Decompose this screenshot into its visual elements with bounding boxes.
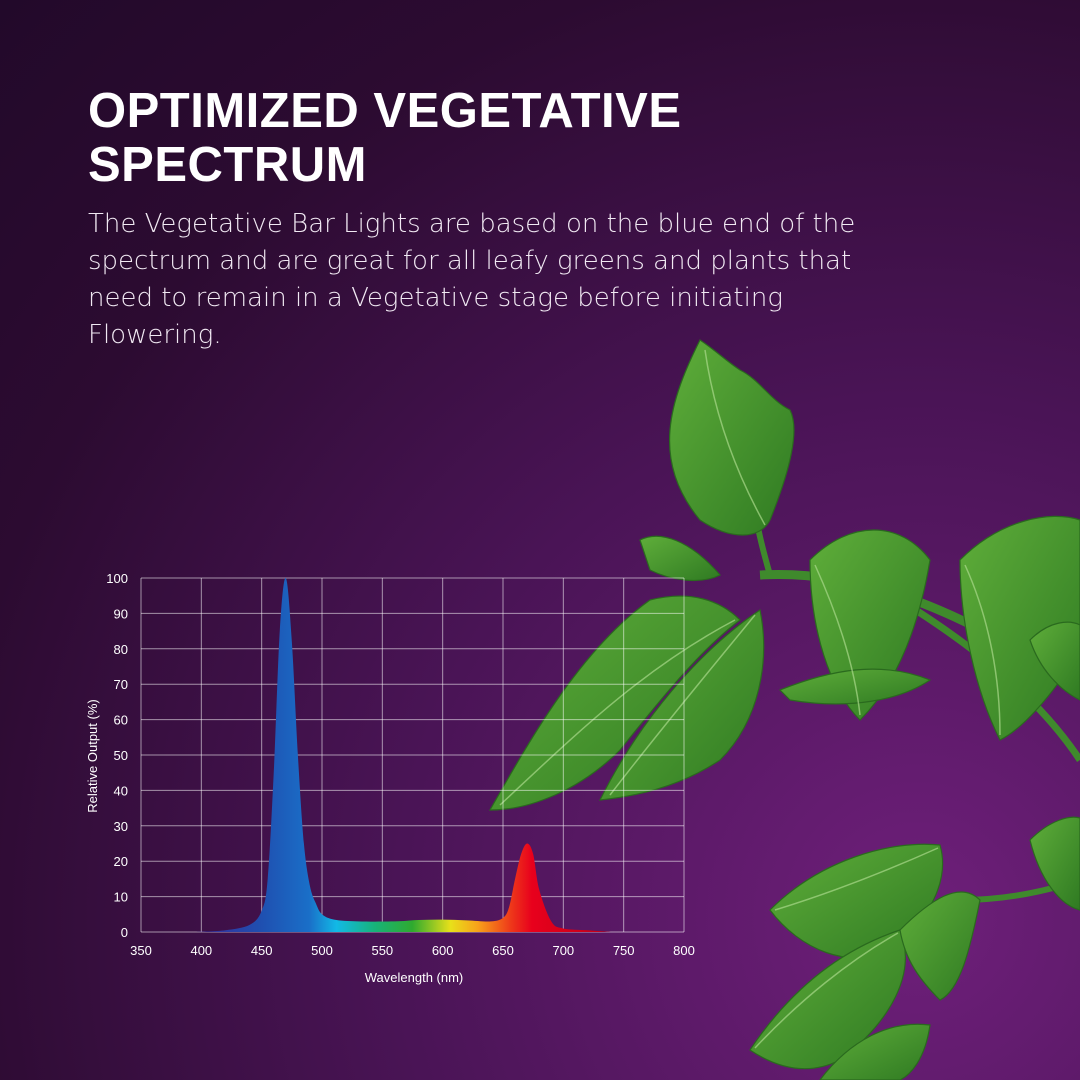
- x-tick-label: 400: [190, 943, 212, 958]
- x-tick-label: 600: [432, 943, 454, 958]
- y-tick-label: 50: [114, 748, 128, 763]
- y-axis-label: Relative Output (%): [85, 699, 100, 812]
- y-tick-label: 70: [114, 677, 128, 692]
- page-title: OPTIMIZED VEGETATIVE SPECTRUM: [88, 84, 682, 192]
- y-tick-label: 0: [121, 925, 128, 940]
- x-tick-label: 800: [673, 943, 695, 958]
- x-tick-label: 500: [311, 943, 333, 958]
- y-tick-label: 100: [106, 571, 128, 586]
- x-tick-label: 650: [492, 943, 514, 958]
- x-tick-label: 350: [130, 943, 152, 958]
- y-tick-label: 30: [114, 819, 128, 834]
- x-tick-label: 750: [613, 943, 635, 958]
- spectrum-area: [195, 577, 612, 932]
- x-tick-label: 450: [251, 943, 273, 958]
- y-tick-label: 60: [114, 713, 128, 728]
- x-tick-label: 700: [552, 943, 574, 958]
- x-axis-label: Wavelength (nm): [365, 970, 464, 985]
- chart-grid: [140, 577, 685, 933]
- x-tick-label: 550: [371, 943, 393, 958]
- y-tick-label: 10: [114, 890, 128, 905]
- description-text: The Vegetative Bar Lights are based on t…: [88, 209, 856, 350]
- y-tick-label: 90: [114, 606, 128, 621]
- y-tick-label: 80: [114, 642, 128, 657]
- y-tick-label: 20: [114, 854, 128, 869]
- chart-ticks: 350 400 450 500 550 600 650 700 750 800 0 10 20 30 40 5…: [106, 571, 695, 958]
- y-tick-label: 40: [114, 783, 128, 798]
